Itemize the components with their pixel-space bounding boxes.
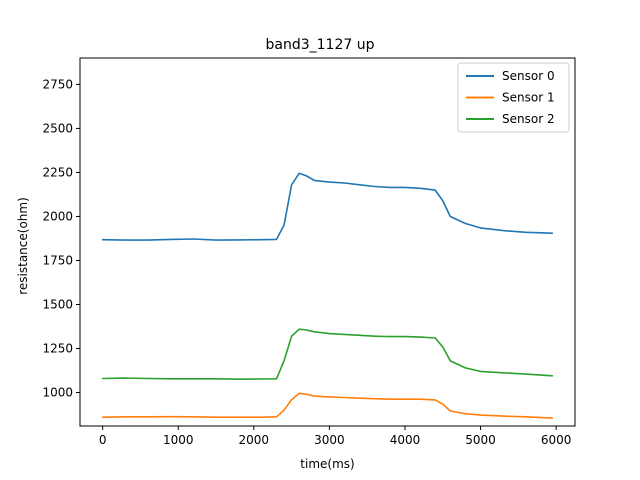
legend-box [457,62,570,133]
x-tick-label-6000: 6000 [541,433,572,447]
x-tick-label-5000: 5000 [465,433,496,447]
chart-title: band3_1127 up [266,37,375,53]
plot-frame [79,57,576,427]
series-line-1 [101,392,554,419]
legend: Sensor 0 Sensor 1 Sensor 2 [457,62,570,133]
x-tick-label-0: 0 [99,433,107,447]
y-tick-label-2000: 2000 [42,209,73,223]
x-axis-label: time(ms) [300,457,354,471]
y-tick-label-2750: 2750 [42,77,73,91]
legend-label-0: Sensor 0 [502,69,555,83]
y-tick-label-2250: 2250 [42,165,73,179]
x-tick-label-4000: 4000 [390,433,421,447]
x-tick-label-2000: 2000 [239,433,270,447]
x-tick-label-1000: 1000 [163,433,194,447]
y-tick-label-1000: 1000 [42,386,73,400]
y-axis-label: resistance(ohm) [16,197,30,295]
series-line-2 [101,328,554,380]
series-line-0 [101,172,554,241]
legend-label-1: Sensor 1 [502,91,555,105]
y-tick-label-1750: 1750 [42,253,73,267]
x-tick-label-3000: 3000 [314,433,345,447]
y-tick-label-1500: 1500 [42,298,73,312]
y-tick-label-2500: 2500 [42,121,73,135]
plot-area: 0 1000 2000 3000 4000 5000 6000 1000 1250 1500 175… [42,57,576,447]
y-tick-label-1250: 1250 [42,342,73,356]
legend-label-2: Sensor 2 [502,112,555,126]
